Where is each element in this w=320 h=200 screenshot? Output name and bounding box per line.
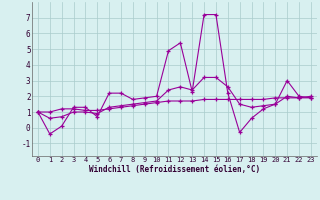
X-axis label: Windchill (Refroidissement éolien,°C): Windchill (Refroidissement éolien,°C) [89,165,260,174]
